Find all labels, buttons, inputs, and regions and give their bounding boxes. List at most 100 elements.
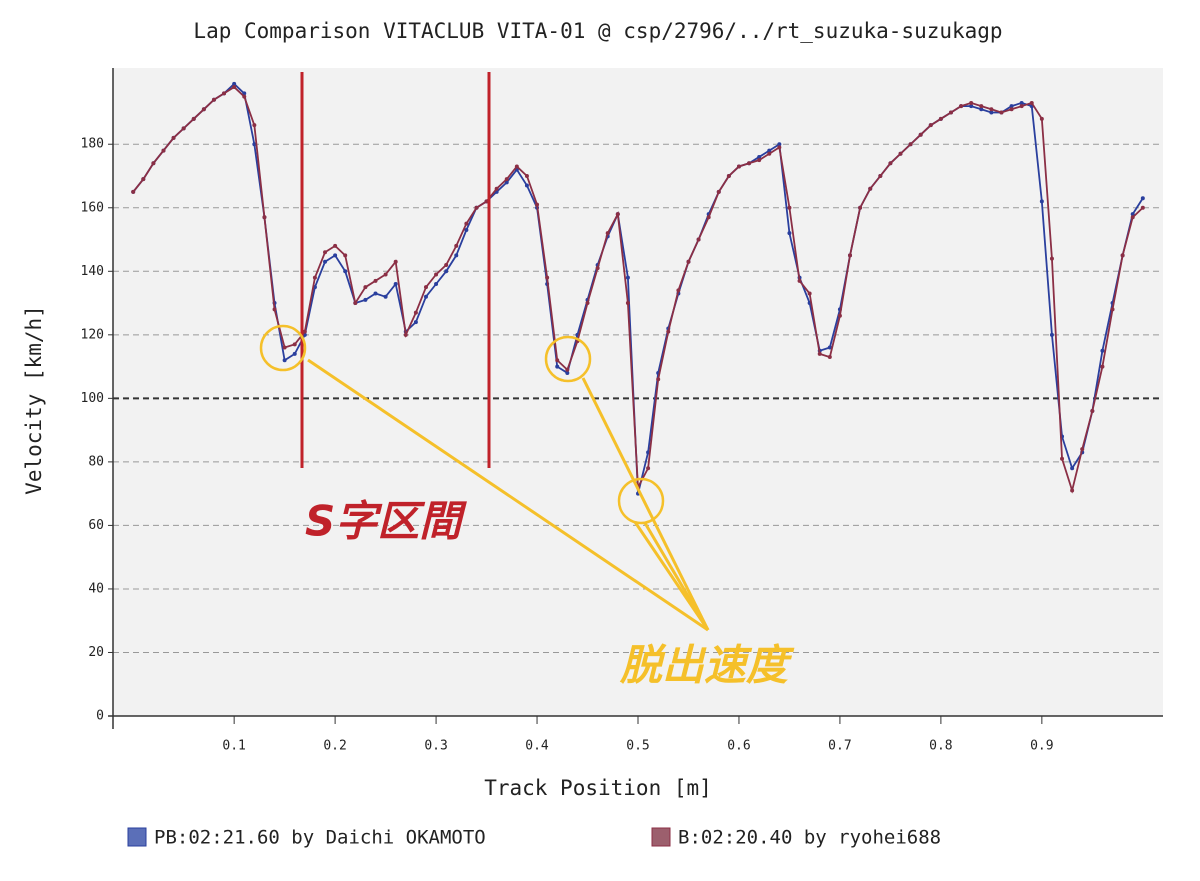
data-point	[545, 275, 550, 280]
data-point	[1070, 466, 1075, 471]
data-point	[979, 104, 984, 109]
data-point	[423, 294, 428, 299]
data-point	[979, 107, 984, 112]
data-point	[524, 174, 529, 178]
data-point	[716, 189, 721, 194]
data-point	[888, 161, 893, 166]
data-point	[504, 177, 509, 182]
data-point	[868, 186, 873, 191]
data-point	[726, 174, 731, 178]
data-point	[757, 158, 762, 163]
data-point	[1019, 104, 1024, 109]
data-point	[333, 253, 338, 258]
legend-label: PB:02:21.60 by Daichi OKAMOTO	[154, 827, 486, 849]
data-point	[383, 272, 388, 277]
data-point	[131, 189, 136, 194]
data-point	[625, 301, 630, 306]
data-point	[373, 278, 378, 283]
x-tick-label: 0.5	[626, 739, 649, 754]
data-point	[1039, 199, 1044, 204]
data-point	[252, 123, 257, 128]
data-point	[151, 161, 156, 166]
data-point	[1100, 364, 1105, 369]
data-point	[252, 142, 257, 147]
data-point	[736, 164, 741, 169]
data-point	[282, 345, 287, 350]
y-tick-label: 20	[88, 645, 104, 660]
data-point	[555, 364, 560, 369]
data-point	[444, 269, 449, 274]
data-point	[393, 259, 398, 264]
data-point	[787, 205, 792, 210]
data-point	[787, 231, 792, 236]
data-point	[474, 205, 479, 210]
data-point	[454, 243, 459, 248]
data-point	[323, 250, 328, 255]
data-point	[696, 237, 701, 242]
data-point	[272, 307, 277, 312]
data-point	[1110, 307, 1115, 312]
legend-swatch	[651, 827, 671, 847]
data-point	[827, 345, 832, 350]
x-tick-label: 0.4	[525, 739, 549, 754]
data-point	[201, 107, 206, 112]
data-point	[1100, 348, 1105, 353]
data-point	[1070, 488, 1075, 493]
data-point	[767, 151, 772, 156]
data-point	[1009, 104, 1014, 109]
data-point	[615, 212, 620, 217]
data-point	[1140, 205, 1145, 210]
data-point	[302, 329, 307, 334]
data-point	[181, 126, 186, 131]
data-point	[222, 91, 227, 96]
data-point	[686, 259, 691, 264]
pointer-line	[307, 358, 709, 632]
data-point	[777, 142, 782, 147]
data-point	[878, 174, 883, 178]
data-point	[232, 81, 237, 86]
data-point	[373, 291, 378, 296]
data-point	[454, 253, 459, 258]
data-point	[1029, 100, 1034, 105]
data-point	[969, 100, 974, 105]
data-point	[535, 202, 540, 207]
data-point	[494, 186, 499, 191]
data-point	[565, 367, 570, 372]
data-point	[434, 272, 439, 277]
data-point	[363, 297, 368, 302]
data-point	[1019, 100, 1024, 105]
plot-area	[113, 68, 1163, 716]
legend-swatch	[127, 827, 147, 847]
data-point	[797, 278, 802, 283]
data-point	[676, 288, 681, 293]
data-point	[464, 221, 469, 226]
chart-title: Lap Comparison VITACLUB VITA-01 @ csp/27…	[193, 19, 1002, 43]
data-point	[444, 262, 449, 267]
data-point	[1039, 116, 1044, 121]
data-point	[434, 282, 439, 286]
data-point	[999, 110, 1004, 115]
data-point	[938, 116, 943, 121]
x-axis-label: Track Position [m]	[484, 776, 712, 800]
data-point	[343, 253, 348, 258]
data-point	[969, 104, 974, 109]
data-point	[817, 351, 822, 356]
data-point	[585, 301, 590, 306]
y-tick-label: 60	[88, 518, 104, 533]
y-tick-label: 100	[81, 391, 104, 406]
data-point	[767, 148, 772, 153]
data-point	[807, 291, 812, 296]
data-point	[413, 320, 418, 325]
data-point	[848, 253, 853, 258]
data-point	[908, 142, 913, 147]
data-point	[1120, 253, 1125, 258]
data-point	[282, 358, 287, 363]
highlight-circle	[259, 324, 307, 372]
pointer-line	[633, 521, 710, 631]
data-point	[514, 164, 519, 169]
data-point	[777, 145, 782, 150]
data-point	[262, 215, 267, 220]
data-point	[918, 132, 923, 137]
data-point	[625, 275, 630, 280]
